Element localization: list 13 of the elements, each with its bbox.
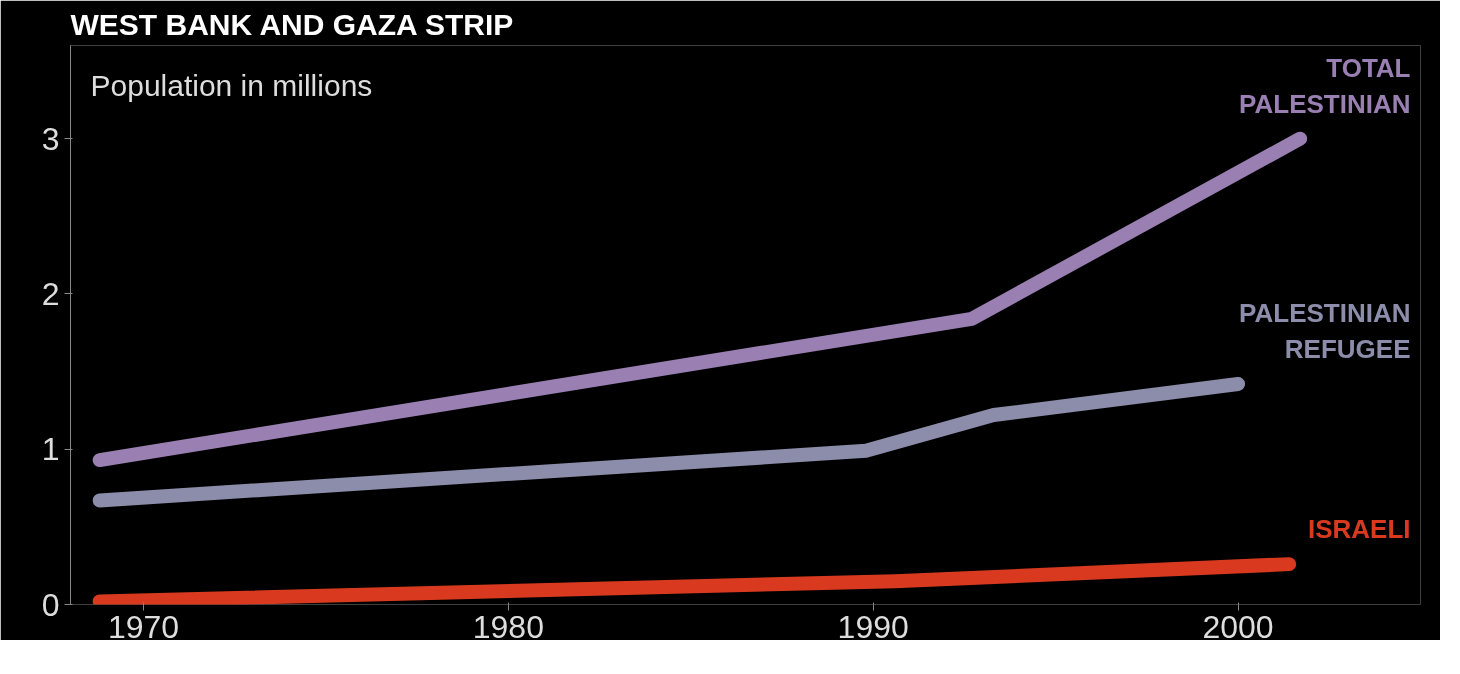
y-tick-label: 3 (41, 120, 60, 157)
x-tick-label: 1980 (472, 608, 544, 645)
series-label: ISRAELI (1307, 514, 1411, 545)
series-label: PALESTINIAN REFUGEE (1239, 298, 1411, 365)
y-axis-title: Population in millions (90, 69, 373, 102)
chart-title: WEST BANK AND GAZA STRIP (70, 7, 514, 41)
x-tick-label: 1970 (107, 608, 180, 645)
x-tick-label: 2000 (1202, 608, 1274, 645)
y-tick-label: 0 (41, 586, 60, 623)
y-tick-label: 2 (41, 275, 60, 312)
x-tick-label: 1990 (837, 608, 909, 645)
series-label: TOTAL PALESTINIAN (1239, 52, 1411, 119)
y-tick-label: 1 (41, 431, 60, 468)
